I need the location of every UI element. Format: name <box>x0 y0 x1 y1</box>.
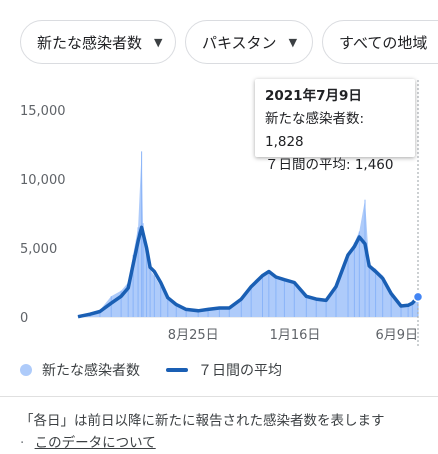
region-dropdown[interactable]: すべての地域 ▼ <box>322 20 438 64</box>
footer-note: 「各日」は前日以降に新たに報告された感染者数を表します · このデータについて <box>20 410 430 454</box>
x-tick-label: 6月9日 <box>376 328 419 343</box>
tooltip-cases: 新たな感染者数: 1,828 <box>265 111 365 150</box>
hover-point <box>412 291 424 303</box>
country-dropdown-label: パキスタン <box>202 33 277 52</box>
legend-daily-swatch <box>20 364 32 376</box>
x-tick-label: 1月16日 <box>270 328 321 343</box>
y-tick-label: 5,000 <box>20 242 57 257</box>
legend-daily-label: 新たな感染者数 <box>42 363 140 379</box>
footer-separator: · <box>20 435 25 451</box>
chart-tooltip: 2021年7月9日 新たな感染者数: 1,828 ７日間の平均: 1,460 <box>255 79 415 173</box>
tooltip-date: 2021年7月9日 <box>265 88 362 104</box>
footer-description: 「各日」は前日以降に新たに報告された感染者数を表します <box>20 413 385 429</box>
country-dropdown[interactable]: パキスタン ▼ <box>185 20 313 64</box>
filter-bar: 新たな感染者数 ▼ パキスタン ▼ すべての地域 ▼ <box>0 0 438 84</box>
divider <box>0 396 438 397</box>
legend-average-swatch <box>166 368 188 372</box>
metric-dropdown[interactable]: 新たな感染者数 ▼ <box>20 20 176 64</box>
chevron-down-icon: ▼ <box>154 35 163 49</box>
x-tick-label: 8月25日 <box>168 328 219 343</box>
seven-day-average-line <box>77 225 420 319</box>
about-data-link[interactable]: このデータについて <box>34 435 156 451</box>
legend-average-label: ７日間の平均 <box>198 363 282 379</box>
chevron-down-icon: ▼ <box>288 35 298 49</box>
chart-legend: 新たな感染者数 ７日間の平均 <box>20 360 282 380</box>
daily-cases-area <box>78 151 418 317</box>
y-tick-label: 10,000 <box>20 173 66 188</box>
region-dropdown-label: すべての地域 <box>339 33 428 52</box>
y-tick-label: 15,000 <box>20 104 66 119</box>
metric-dropdown-label: 新たな感染者数 <box>37 33 143 52</box>
cases-chart[interactable]: 0 5,000 10,000 15,000 8月25日 1月16日 6月9日 <box>0 70 438 350</box>
tooltip-average: ７日間の平均: 1,460 <box>265 157 394 173</box>
y-tick-label: 0 <box>20 311 28 326</box>
